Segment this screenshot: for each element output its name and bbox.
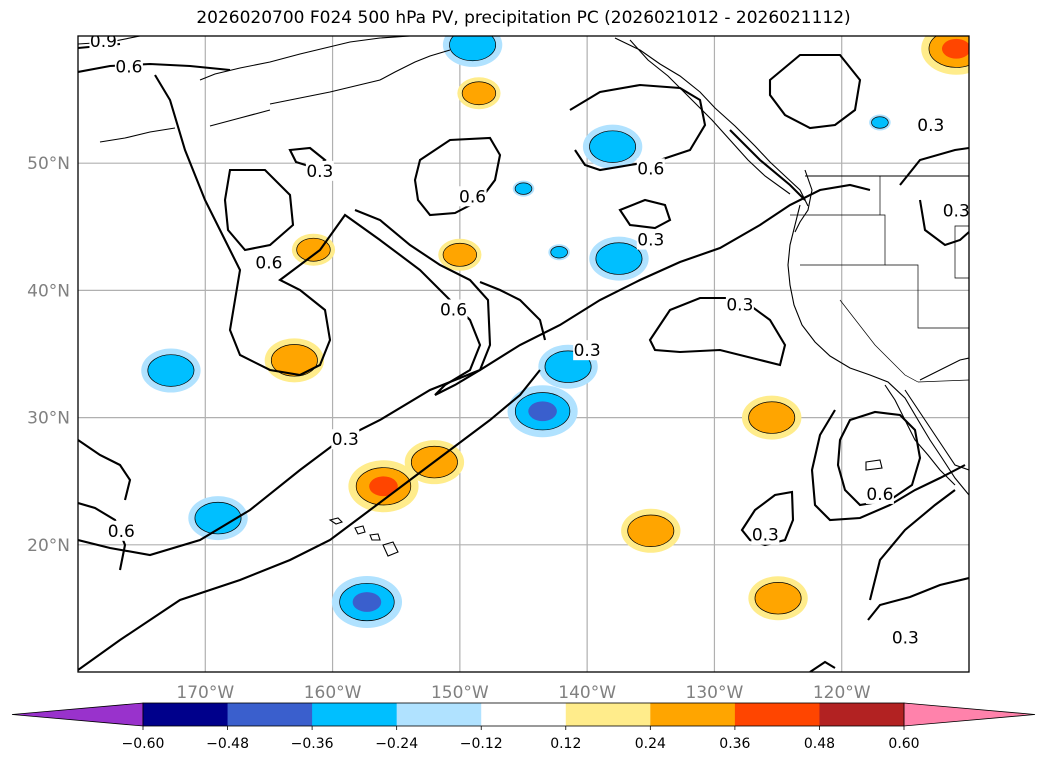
colorbar-tick-label: 0.48 xyxy=(804,736,835,752)
contour-label-bg xyxy=(439,299,468,320)
colorbar-segment xyxy=(312,703,398,726)
contour-label-bg xyxy=(254,252,283,273)
colorbar-segment xyxy=(143,703,229,726)
colorbar-tick-label: 0.12 xyxy=(550,736,581,752)
colorbar-tick-label: 0.60 xyxy=(888,736,919,752)
colorbar-tick-label: −0.48 xyxy=(206,736,249,752)
colorbar-segment xyxy=(650,703,736,726)
contour-labels: 0.9 0.6 0.3 0.6 0.6 0.6 0.3 0.6 0.3 0.3 0.3 0.3 0.3 0… xyxy=(89,32,970,649)
contour-label-bg xyxy=(573,340,602,361)
contour-label: 0.6 xyxy=(459,187,486,207)
contour-label: 0.3 xyxy=(943,201,970,221)
contour-label: 0.6 xyxy=(637,159,664,179)
lat-tick-label: 40°N xyxy=(27,281,70,301)
precip-area xyxy=(147,354,195,387)
colorbar-tick-label: −0.24 xyxy=(375,736,418,752)
contour-label: 0.3 xyxy=(752,526,779,546)
lon-tick-label: 150°W xyxy=(431,683,489,703)
precip-area xyxy=(296,237,331,262)
contour-label: 0.3 xyxy=(332,430,359,450)
precip-area xyxy=(627,514,675,547)
contour-label-bg xyxy=(891,627,920,648)
lat-tick-label: 30°N xyxy=(27,409,70,429)
contour-label: 0.6 xyxy=(255,253,282,273)
precip-area xyxy=(461,81,497,106)
colorbar-extend-low xyxy=(11,702,144,727)
contour-label: 0.6 xyxy=(115,58,142,78)
colorbar-extend-high xyxy=(903,702,1036,727)
lon-tick-label: 170°W xyxy=(176,683,234,703)
contour-label-bg xyxy=(89,36,118,52)
contour-label-bg xyxy=(305,160,334,181)
coastlines xyxy=(78,36,969,557)
contour-label-bg xyxy=(331,429,360,450)
precip-area-core xyxy=(369,476,398,497)
colorbar-frame xyxy=(142,702,905,727)
contour-label-bg xyxy=(916,115,945,136)
contour-label: 0.3 xyxy=(726,295,753,315)
lon-tick-label: 130°W xyxy=(686,683,744,703)
precip-area xyxy=(449,36,497,62)
lat-tick-label: 20°N xyxy=(27,536,70,556)
colorbar-tick-label: 0.36 xyxy=(719,736,750,752)
contour-label: 0.9 xyxy=(90,32,117,52)
precipitation-areas xyxy=(141,36,969,629)
contour-label-bg xyxy=(458,186,487,207)
contour-label: 0.3 xyxy=(574,341,601,361)
contour-label: 0.6 xyxy=(108,522,135,542)
precip-area xyxy=(270,344,318,377)
colorbar-segment xyxy=(565,703,651,726)
colorbar-segment xyxy=(396,703,482,726)
precip-area xyxy=(754,582,802,615)
colorbar: −0.60 −0.48 −0.36 −0.24 −0.12 0.12 0.24 0.36 0.4… xyxy=(11,702,1036,752)
map-frame xyxy=(77,35,970,673)
precip-area-core xyxy=(352,592,382,612)
colorbar-segment xyxy=(819,703,905,726)
precip-area xyxy=(589,130,637,163)
precip-area-core xyxy=(941,38,969,59)
latitude-tick-labels: 20°N 30°N 40°N 50°N xyxy=(27,154,70,556)
precip-area xyxy=(748,401,796,434)
contour-label-bg xyxy=(114,56,143,77)
chart-title: 2026020700 F024 500 hPa PV, precipitatio… xyxy=(196,8,851,28)
contour-label: 0.3 xyxy=(306,162,333,182)
precip-area xyxy=(550,246,568,259)
colorbar-tick-label: −0.12 xyxy=(460,736,503,752)
contour-label-bg xyxy=(751,524,780,545)
contour-label-bg xyxy=(107,520,136,541)
colorbar-segment xyxy=(734,703,820,726)
contour-label-bg xyxy=(636,158,665,179)
longitude-tick-labels: 170°W 160°W 150°W 140°W 130°W 120°W xyxy=(176,683,870,703)
lon-tick-label: 160°W xyxy=(304,683,362,703)
precip-area xyxy=(595,242,643,275)
precip-area xyxy=(194,501,242,535)
contour-label-bg xyxy=(636,229,665,250)
lat-tick-label: 50°N xyxy=(27,154,70,174)
contour-label: 0.6 xyxy=(440,300,467,320)
precip-area xyxy=(514,182,533,195)
precip-area-core xyxy=(528,401,557,422)
lon-tick-label: 140°W xyxy=(558,683,616,703)
lon-tick-label: 120°W xyxy=(813,683,871,703)
contour-label: 0.6 xyxy=(866,485,893,505)
colorbar-tick-label: 0.24 xyxy=(635,736,666,752)
contour-label-bg xyxy=(725,294,754,315)
colorbar-segment xyxy=(481,703,567,726)
precip-area xyxy=(871,116,889,129)
pv-contours xyxy=(78,42,969,672)
precip-area xyxy=(442,242,478,267)
contour-label-bg xyxy=(865,483,894,504)
colorbar-tick-label: −0.36 xyxy=(291,736,334,752)
colorbar-tick-label: −0.60 xyxy=(122,736,165,752)
map-panel xyxy=(78,36,969,672)
colorbar-segment xyxy=(227,703,313,726)
contour-label: 0.3 xyxy=(917,116,944,136)
contour-label: 0.3 xyxy=(637,231,664,251)
contour-label-bg xyxy=(942,200,969,221)
contour-label: 0.3 xyxy=(892,629,919,649)
